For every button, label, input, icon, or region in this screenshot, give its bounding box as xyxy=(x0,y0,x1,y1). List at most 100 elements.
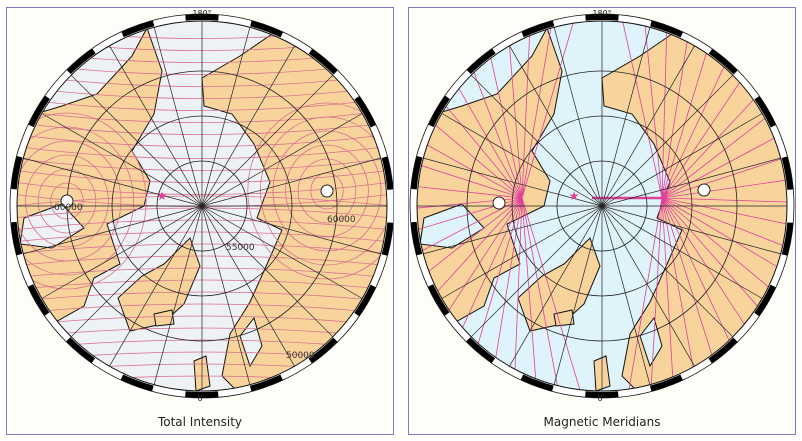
meridian-line xyxy=(509,205,603,367)
magnetic-meridian xyxy=(521,21,555,199)
magnetic-meridian xyxy=(661,197,697,383)
magnetic-meridian xyxy=(643,21,663,199)
magnetic-meridian xyxy=(417,137,523,199)
meridian-line xyxy=(441,113,603,207)
meridian-line xyxy=(41,205,203,299)
meridian-line xyxy=(201,113,363,207)
meridian-line xyxy=(41,113,203,207)
meridian-line xyxy=(70,74,203,207)
map-content xyxy=(417,21,787,391)
magnetic-meridian xyxy=(661,88,765,199)
magnetic-meridian xyxy=(661,130,787,199)
intensity-contour xyxy=(17,126,134,276)
magnetic-meridian xyxy=(455,197,523,343)
magnetic-meridian xyxy=(521,21,531,199)
meridian-line xyxy=(201,74,334,207)
scandinavia-gulf-water xyxy=(639,316,663,368)
magnetic-meridian xyxy=(619,21,663,199)
magnetic-pole-star-icon: ★ xyxy=(157,189,168,203)
magnetic-pole-star-icon: ★ xyxy=(569,189,580,203)
map-group: ★ xyxy=(409,13,795,399)
meridian-line xyxy=(470,205,603,338)
magnetic-meridian xyxy=(521,197,561,391)
contour-label: 60000 xyxy=(54,203,83,213)
map-title: Total Intensity xyxy=(157,415,243,429)
meridian-line xyxy=(423,157,603,207)
graticule-ring-black xyxy=(410,14,794,398)
meridian-line xyxy=(201,205,363,299)
dip-pole-marker xyxy=(697,183,711,197)
iceland-land xyxy=(553,309,575,327)
meridian-line xyxy=(109,205,203,367)
meridian-line xyxy=(70,205,203,338)
magnetic-meridian xyxy=(661,197,781,298)
meridian-line xyxy=(601,113,763,207)
map-border xyxy=(416,20,788,392)
magnetic-meridian xyxy=(661,38,712,199)
intensity-contour xyxy=(37,168,97,234)
meridian-line xyxy=(509,45,603,207)
label-0: 0° xyxy=(197,394,207,403)
meridian-line xyxy=(201,45,295,207)
total-intensity-map: ★ 60000 60000 55000 50000 xyxy=(9,13,393,399)
meridian-line xyxy=(201,205,295,367)
map-border xyxy=(16,20,388,392)
magnetic-meridian xyxy=(649,197,663,391)
meridian-line xyxy=(601,74,734,207)
contour-label: 55000 xyxy=(226,243,255,253)
magnetic-meridian xyxy=(486,42,523,199)
dip-pole-marker xyxy=(60,194,74,208)
meridian-line xyxy=(601,205,734,338)
intensity-contour xyxy=(17,140,122,262)
magnetic-meridian xyxy=(492,197,523,374)
meridian-line xyxy=(153,205,203,385)
magnetic-meridian xyxy=(661,197,787,228)
magnetic-meridian xyxy=(661,52,731,199)
meridian-line xyxy=(423,205,603,255)
meridian-line xyxy=(441,205,603,299)
magnetic-meridian xyxy=(521,21,579,199)
magnetic-meridian xyxy=(417,197,523,282)
meridian-line xyxy=(201,205,251,385)
intensity-contour xyxy=(272,130,382,252)
iceland-land xyxy=(153,309,175,327)
meridian-line xyxy=(601,205,781,255)
meridian-line xyxy=(201,157,381,207)
meridian-line xyxy=(23,205,203,255)
dip-pole-marker xyxy=(320,184,334,198)
meridian-line xyxy=(23,157,203,207)
magnetic-meridian xyxy=(439,197,523,324)
meridian-line xyxy=(201,205,381,255)
meridian-line xyxy=(601,205,695,367)
label-180: 180° xyxy=(192,9,212,18)
outer-border xyxy=(9,13,393,399)
meridian-line xyxy=(601,157,781,207)
contour-label: 50000 xyxy=(286,351,315,361)
meridian-line xyxy=(601,205,763,299)
magnetic-meridian xyxy=(661,197,737,355)
meridian-line xyxy=(553,27,603,207)
magnetic-meridian xyxy=(661,197,675,391)
magnetic-meridian xyxy=(625,197,663,391)
outer-border xyxy=(409,13,795,399)
magnetic-meridian xyxy=(521,197,585,391)
intensity-contour xyxy=(297,158,357,224)
dip-pole-marker xyxy=(492,196,506,210)
meridian-line xyxy=(201,205,334,338)
intensity-contour xyxy=(17,112,147,290)
meridian-line xyxy=(601,27,651,207)
meridian-line xyxy=(109,45,203,207)
meridian-line xyxy=(601,205,651,385)
magnetic-meridian xyxy=(661,108,778,199)
magnetic-meridian xyxy=(417,184,523,199)
magnetic-meridian xyxy=(513,197,523,386)
magnetic-meridians-map: ★ xyxy=(409,13,795,399)
total-intensity-panel: ★ 60000 60000 55000 50000 180° 0° Total Inte… xyxy=(6,7,394,435)
magnetic-meridian xyxy=(661,21,668,199)
scandinavia-gulf-water xyxy=(239,316,263,368)
intensity-contour xyxy=(50,182,84,220)
magnetic-meridian xyxy=(417,160,523,199)
magnetic-meridian xyxy=(661,26,691,199)
magnetic-meridian xyxy=(423,114,523,199)
label-180: 180° xyxy=(592,9,612,18)
